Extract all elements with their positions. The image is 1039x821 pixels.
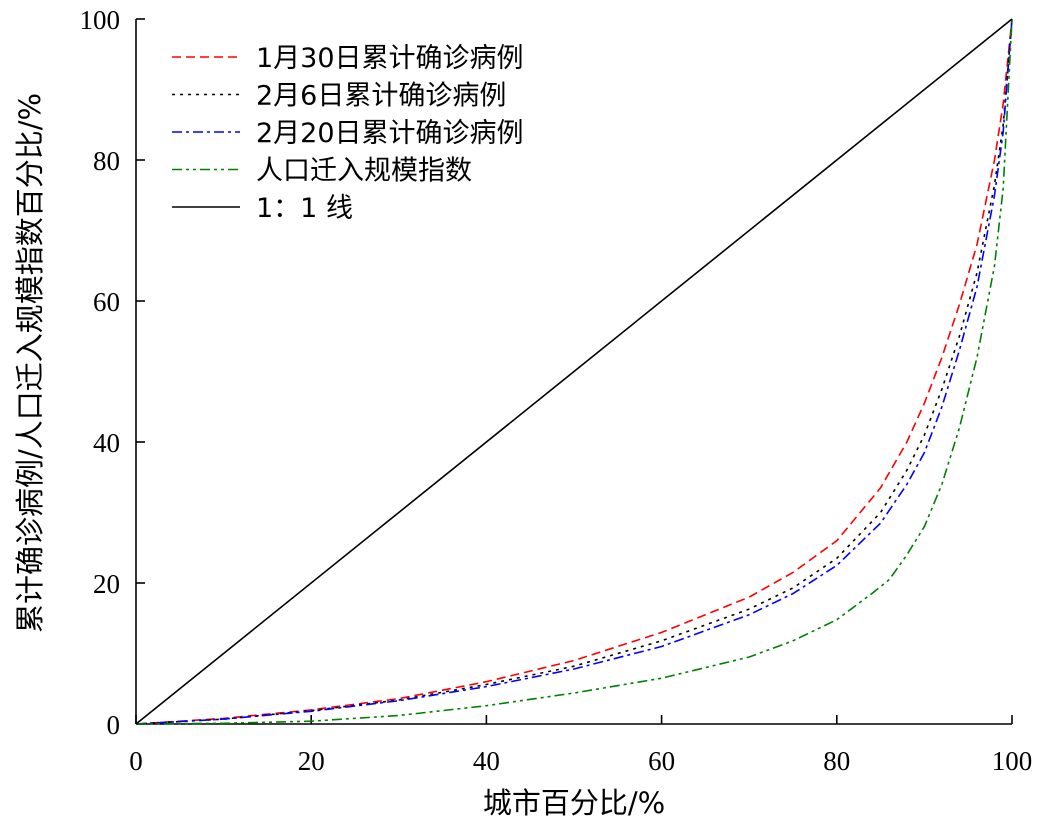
legend-label-3: 2月20日累计确诊病例 xyxy=(256,118,524,149)
series-line-3 xyxy=(135,18,1013,725)
x-axis-title: 城市百分比/% xyxy=(483,786,665,820)
y-tick-label-60: 60 xyxy=(93,287,120,317)
series-lines xyxy=(135,18,1013,725)
x-tick-label-20: 20 xyxy=(298,746,325,776)
series-line-4 xyxy=(135,18,1013,725)
y-tick-label-0: 0 xyxy=(107,710,121,740)
series-line-5 xyxy=(135,18,1013,725)
x-tick-label-60: 60 xyxy=(648,746,675,776)
legend: 1月30日累计确诊病例 2月6日累计确诊病例 2月20日累计确诊病例人口迁入规模指数… xyxy=(172,43,524,224)
legend-label-5: 1：1 线 xyxy=(256,193,353,224)
y-tick-label-20: 20 xyxy=(93,569,120,599)
series-line-2 xyxy=(135,18,1013,725)
series-line-1 xyxy=(135,18,1013,725)
x-tick-label-100: 100 xyxy=(992,746,1033,776)
axes: 0 20 40 60 80 100 0 20 40 60 80 100 xyxy=(80,5,1033,776)
y-axis-title: 累计确诊病例/人口迁入规模指数百分比/% xyxy=(13,93,47,633)
y-tick-label-80: 80 xyxy=(93,146,120,176)
legend-label-4: 人口迁入规模指数 xyxy=(256,156,472,187)
legend-label-1: 1月30日累计确诊病例 xyxy=(256,43,524,74)
y-tick-label-40: 40 xyxy=(93,428,120,458)
x-tick-label-40: 40 xyxy=(473,746,500,776)
x-tick-label-0: 0 xyxy=(129,746,143,776)
x-tick-label-80: 80 xyxy=(823,746,850,776)
y-tick-label-100: 100 xyxy=(80,5,121,35)
legend-label-2: 2月6日累计确诊病例 xyxy=(256,81,506,112)
